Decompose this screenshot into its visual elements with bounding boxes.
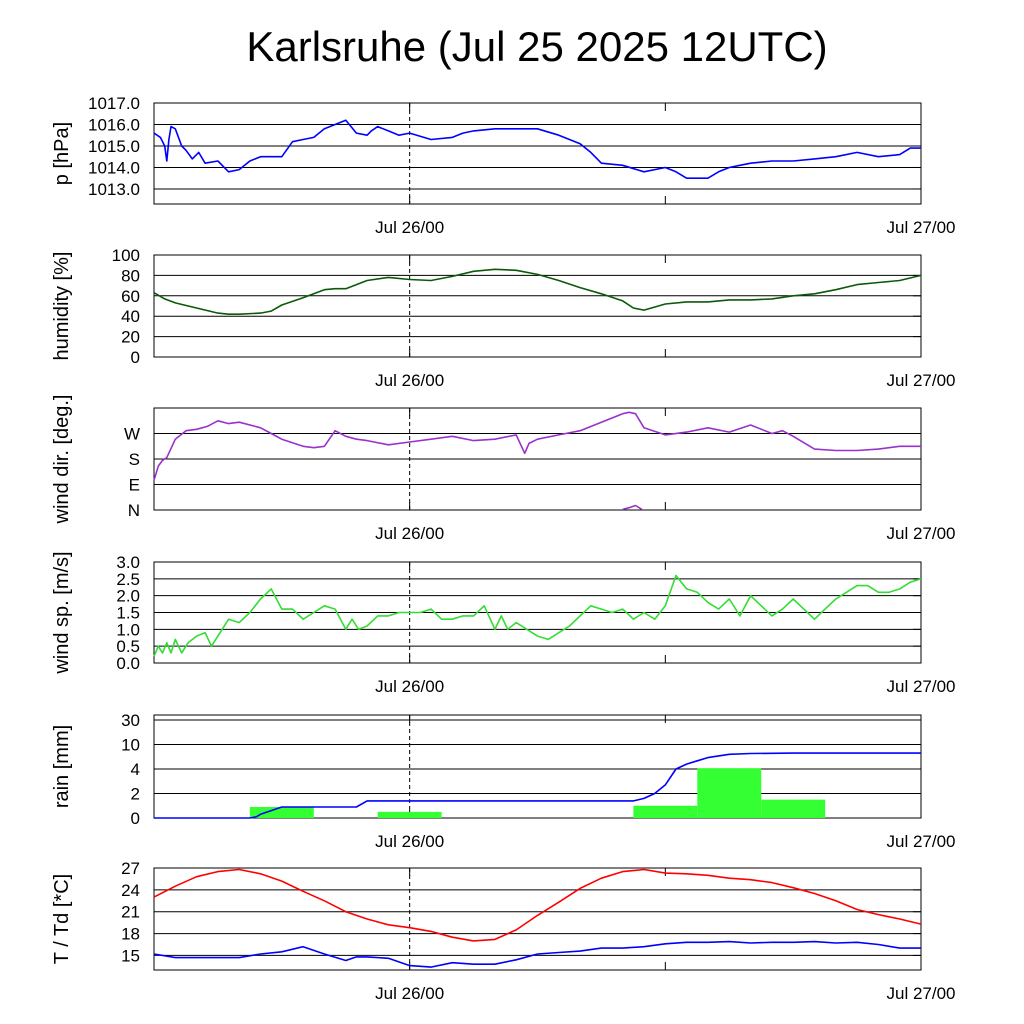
y-axis-label: wind sp. [m/s] (51, 551, 73, 674)
x-tick-label: Jul 27/00 (887, 984, 956, 1003)
x-tick-label: Jul 27/00 (887, 218, 956, 237)
y-tick-label: 15 (121, 946, 140, 965)
panel-6: 15 18 21 24 27 Jul 26/00 Jul 27/00 T / Td [*C] (51, 859, 956, 1003)
x-tick-label: Jul 27/00 (887, 371, 956, 390)
y-tick-label: 1.5 (116, 604, 140, 623)
y-axis-label: humidity [%] (51, 252, 73, 361)
y-tick-label: 10 (121, 736, 140, 755)
series-line (153, 119, 921, 179)
y-tick-label: 0.0 (116, 654, 140, 673)
y-tick-label: 1016.0 (88, 115, 140, 134)
y-tick-label: 1014.0 (88, 158, 140, 177)
x-tick-label: Jul 27/00 (887, 524, 956, 543)
y-axis-label: p [hPa] (51, 122, 73, 185)
y-tick-label: 60 (121, 287, 140, 306)
y-axis-label: rain [mm] (51, 725, 73, 808)
y-tick-label: 0 (131, 348, 140, 367)
y-tick-label: 4 (131, 760, 140, 779)
y-tick-label: 1015.0 (88, 137, 140, 156)
x-tick-label: Jul 26/00 (375, 371, 444, 390)
y-tick-label: 27 (121, 859, 140, 878)
y-tick-label: 1017.0 (88, 94, 140, 113)
panel-4: 0.00.51.01.52.02.53.0 Jul 26/00 Jul 27/00 w… (51, 551, 956, 696)
y-tick-label: 30 (121, 711, 140, 730)
plot-frame (153, 102, 922, 205)
y-tick-label: E (129, 476, 140, 495)
series-line (154, 752, 921, 819)
plot-frame (153, 867, 922, 971)
plot-frame (153, 407, 922, 511)
x-tick-label: Jul 26/00 (375, 524, 444, 543)
plot-frame (153, 254, 922, 358)
x-tick-label: Jul 27/00 (887, 832, 956, 851)
y-tick-label: 20 (121, 328, 140, 347)
y-tick-label: 2.5 (116, 570, 140, 589)
y-tick-label: 0.5 (116, 637, 140, 656)
rain-bar (377, 811, 442, 818)
y-tick-label: 2 (131, 785, 140, 804)
x-tick-label: Jul 26/00 (375, 677, 444, 696)
y-axis-label: wind dir. [deg.] (51, 395, 73, 525)
series-line (153, 868, 922, 942)
series-line (153, 574, 922, 657)
y-tick-label: 40 (121, 307, 140, 326)
y-tick-label: 24 (121, 881, 140, 900)
y-tick-label: 0 (131, 809, 140, 828)
y-tick-label: S (129, 450, 140, 469)
x-tick-label: Jul 27/00 (887, 677, 956, 696)
y-axis-label: T / Td [*C] (51, 874, 73, 964)
x-tick-label: Jul 26/00 (375, 218, 444, 237)
chart-title: Karlsruhe (Jul 25 2025 12UTC) (246, 23, 828, 70)
rain-bar (697, 768, 762, 818)
x-tick-label: Jul 26/00 (375, 984, 444, 1003)
x-tick-label: Jul 26/00 (375, 832, 444, 851)
y-tick-label: 100 (112, 246, 140, 265)
y-tick-label: W (124, 425, 140, 444)
y-tick-label: 80 (121, 266, 140, 285)
panel-1: 1013.0 1014.0 1015.0 1016.0 1017.0 Jul 26/00 J… (51, 94, 956, 237)
rain-bar (761, 799, 826, 818)
series-line (153, 411, 921, 481)
rain-bar (249, 806, 314, 818)
series-line (153, 268, 922, 316)
panel-5: 0 2 4 10 30 Jul 26/00 Jul 27/00 rain [mm] (51, 711, 956, 851)
y-tick-label: 21 (121, 903, 140, 922)
plot-frame (153, 714, 922, 819)
y-tick-label: N (128, 501, 140, 520)
y-tick-label: 18 (121, 925, 140, 944)
y-tick-label: 2.0 (116, 587, 140, 606)
series-line (622, 504, 643, 511)
y-tick-label: 1.0 (116, 620, 140, 639)
y-tick-label: 3.0 (116, 553, 140, 572)
rain-bar (633, 805, 698, 818)
plot-frame (153, 561, 922, 664)
y-tick-label: 1013.0 (88, 180, 140, 199)
series-line (153, 940, 921, 968)
